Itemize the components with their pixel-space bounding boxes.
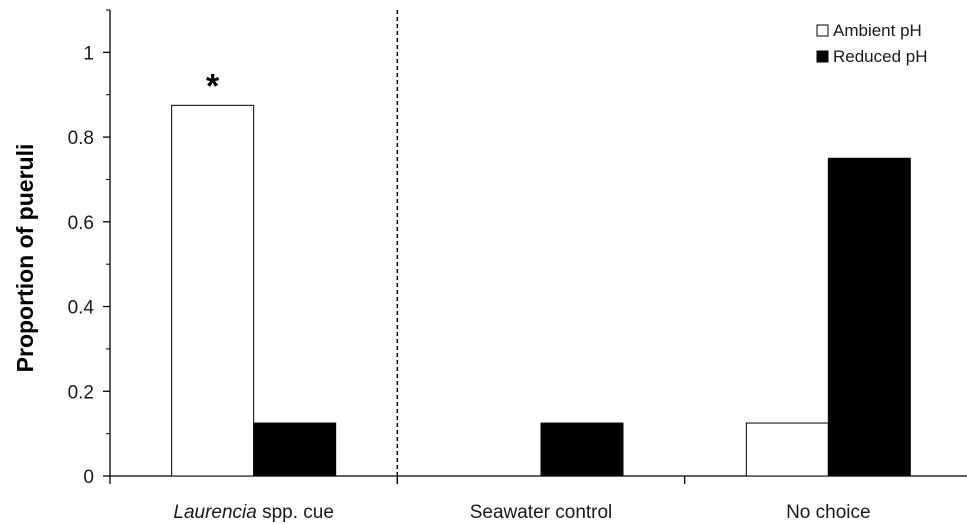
plot-area: 0 0.2 0.4 0.6 0.8 1 Laurencia spp. cue Seawater… [68, 9, 967, 523]
legend-swatch [816, 24, 829, 37]
significance-asterisk: * [206, 67, 220, 105]
legend-label: Reduced pH [833, 47, 928, 66]
x-category-label: No choice [786, 502, 871, 523]
y-tick-label: 0.6 [68, 213, 94, 234]
y-tick-label: 0.4 [68, 298, 95, 319]
y-axis-label-group: Proportion of pueruli [12, 144, 38, 373]
x-category-label: Laurencia spp. cue [173, 502, 334, 523]
legend-label: Ambient pH [833, 21, 922, 40]
y-tick-label: 0.2 [68, 382, 94, 403]
bar-reduced-2 [827, 157, 911, 477]
bar-ambient-2 [745, 422, 829, 477]
bar-ambient-0 [171, 104, 255, 477]
y-tick-label: 1 [83, 43, 94, 64]
x-category-label: Seawater control [470, 502, 613, 523]
y-tick-label: 0.8 [68, 128, 94, 149]
y-tick-label: 0 [83, 467, 94, 488]
y-axis-label: Proportion of pueruli [12, 144, 38, 373]
legend-swatch [816, 50, 829, 63]
bar-reduced-1 [540, 422, 624, 477]
bar-reduced-0 [253, 422, 337, 477]
